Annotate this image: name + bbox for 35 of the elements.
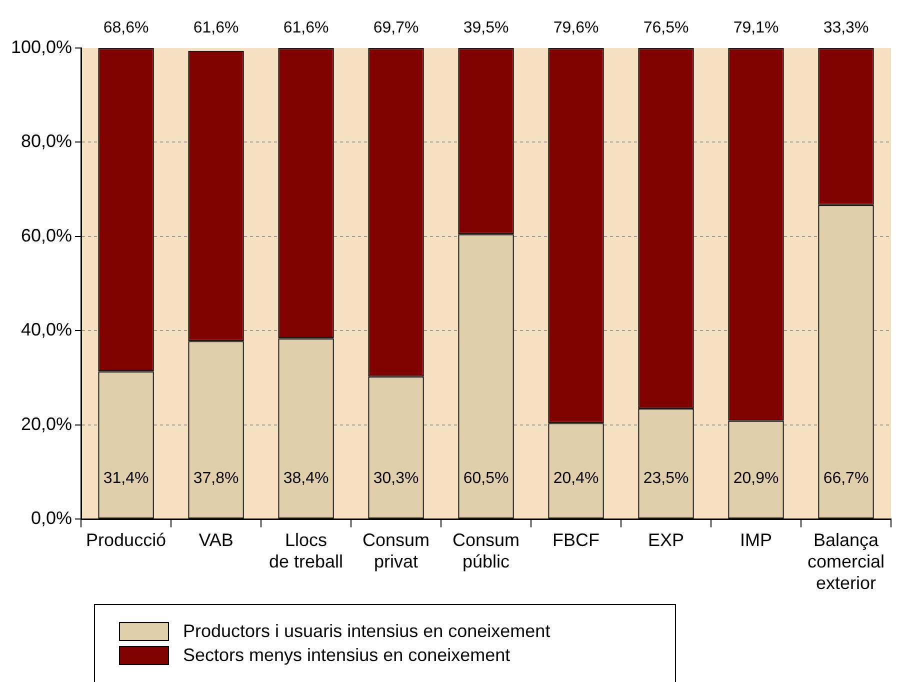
x-tick-label: Balança comercial exterior <box>807 530 885 594</box>
y-tick-label: 60,0% <box>21 225 72 246</box>
y-tick-label: 0,0% <box>31 508 72 528</box>
legend-label: Productors i usuaris intensius en coneixement <box>183 620 550 642</box>
data-label: 69,7% <box>373 19 419 36</box>
data-label: 37,8% <box>193 470 239 488</box>
legend-label: Sectors menys intensius en coneixement <box>183 644 510 666</box>
data-label: 33,3% <box>823 19 869 36</box>
data-label: 66,7% <box>823 470 869 488</box>
data-label: 39,5% <box>463 19 509 36</box>
x-tick-label: Producció <box>86 530 166 550</box>
data-label: 61,6% <box>283 19 329 36</box>
data-label: 23,5% <box>643 470 689 488</box>
x-tick-label: Consum públic <box>452 530 520 572</box>
x-tick-label: IMP <box>740 530 772 550</box>
data-label: 20,4% <box>553 470 599 488</box>
data-label: 79,1% <box>733 19 779 36</box>
data-label: 60,5% <box>463 470 509 488</box>
data-label: 31,4% <box>103 470 149 488</box>
data-label: 20,9% <box>733 470 779 488</box>
data-label: 38,4% <box>283 470 329 488</box>
data-label: 76,5% <box>643 19 689 36</box>
x-tick-label: VAB <box>198 530 234 550</box>
data-label: 61,6% <box>193 19 239 36</box>
x-tick-label: Llocs de treball <box>269 530 344 572</box>
data-label: 30,3% <box>373 470 419 488</box>
y-tick-label: 100,0% <box>10 36 72 57</box>
data-label: 79,6% <box>553 19 599 36</box>
data-label: 68,6% <box>103 19 149 36</box>
y-tick-label: 20,0% <box>21 414 72 434</box>
x-tick-label: Consum privat <box>362 530 430 572</box>
x-tick-label: FBCF <box>552 530 600 550</box>
y-tick-label: 40,0% <box>21 320 72 340</box>
y-tick-label: 80,0% <box>21 131 72 152</box>
x-tick-label: EXP <box>648 530 684 550</box>
